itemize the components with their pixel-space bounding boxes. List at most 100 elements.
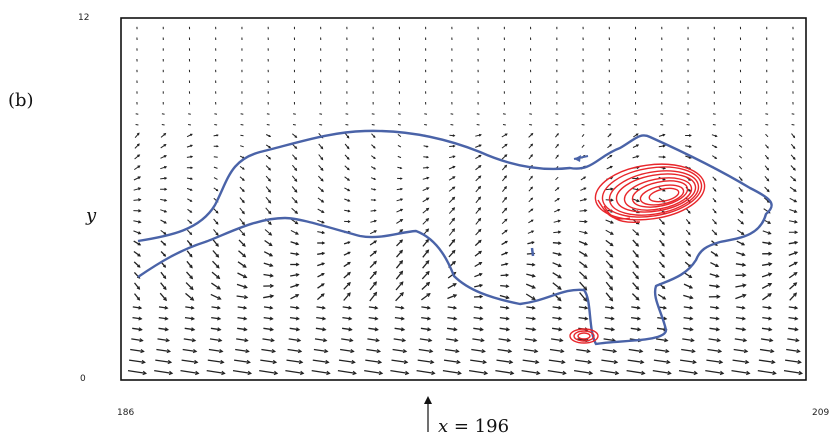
velocity-arrowhead: [504, 175, 507, 179]
velocity-arrow: [133, 293, 141, 301]
velocity-arrowhead: [189, 243, 193, 247]
velocity-arrowhead: [558, 305, 563, 310]
velocity-arrow: [522, 359, 539, 364]
velocity-arrowhead: [373, 291, 378, 297]
velocity-arrowhead: [270, 338, 275, 343]
velocity-arrow: [316, 306, 325, 309]
velocity-arrowhead: [189, 210, 193, 213]
velocity-arrowhead: [190, 327, 196, 332]
velocity-arrowhead: [295, 252, 300, 256]
velocity-arrowhead: [193, 359, 199, 365]
velocity-arrow: [448, 197, 455, 203]
velocity-arrowhead: [295, 241, 300, 246]
velocity-arrow: [757, 369, 776, 375]
velocity-arrow: [133, 240, 141, 246]
velocity-arrow: [552, 242, 561, 244]
velocity-arrowhead: [320, 146, 324, 150]
velocity-arrow: [133, 176, 141, 181]
velocity-arrow: [343, 292, 351, 301]
velocity-arrowhead: [373, 167, 377, 170]
velocity-arrowhead: [504, 207, 508, 211]
velocity-arrowhead: [373, 260, 377, 265]
velocity-arrowhead: [557, 285, 562, 290]
velocity-arrowhead: [138, 209, 142, 213]
velocity-arrow: [159, 292, 167, 301]
velocity-arrowhead: [505, 273, 510, 277]
velocity-arrowhead: [191, 338, 197, 343]
velocity-arrowhead: [294, 157, 298, 161]
velocity-arrowhead: [610, 316, 615, 321]
velocity-arrowhead: [243, 295, 249, 300]
velocity-arrowhead: [163, 253, 167, 257]
velocity-arrow: [342, 306, 352, 309]
velocity-arrowhead: [373, 135, 376, 139]
velocity-arrow: [160, 271, 167, 279]
velocity-arrowhead: [138, 198, 142, 202]
velocity-arrow: [207, 359, 224, 364]
velocity-arrowhead: [740, 210, 744, 214]
velocity-arrowhead: [399, 270, 404, 275]
velocity-arrowhead: [295, 316, 300, 321]
velocity-arrow: [475, 207, 481, 214]
velocity-arrow: [788, 251, 798, 256]
velocity-arrowhead: [138, 327, 143, 332]
velocity-arrowhead: [189, 264, 193, 269]
velocity-arrowhead: [349, 338, 354, 343]
velocity-arrow: [127, 369, 147, 375]
velocity-arrow: [605, 188, 613, 191]
velocity-arrowhead: [583, 176, 587, 179]
velocity-arrowhead: [137, 253, 141, 257]
velocity-arrow: [442, 369, 461, 375]
velocity-arrow: [391, 359, 408, 364]
velocity-arrow: [605, 219, 614, 224]
velocity-arrow: [160, 282, 167, 290]
velocity-arrowhead: [663, 316, 668, 321]
velocity-arrowhead: [661, 275, 666, 279]
velocity-arrow: [552, 316, 562, 320]
velocity-arrowhead: [190, 144, 193, 148]
velocity-arrow: [630, 327, 641, 331]
velocity-arrowhead: [482, 359, 488, 365]
velocity-arrowhead: [795, 338, 800, 343]
velocity-arrow: [260, 359, 277, 364]
velocity-arrowhead: [689, 327, 694, 332]
velocity-arrow: [761, 263, 772, 266]
velocity-arrowhead: [243, 284, 248, 289]
velocity-arrow: [579, 198, 587, 202]
velocity-arrowhead: [426, 145, 429, 148]
velocity-arrowhead: [612, 349, 618, 354]
velocity-arrowhead: [297, 349, 303, 354]
velocity-arrow: [495, 369, 514, 375]
velocity-arrow: [474, 284, 483, 288]
y-axis-label: y: [85, 205, 97, 226]
velocity-arrowhead: [690, 338, 695, 343]
velocity-arrow: [448, 186, 455, 192]
velocity-arrowhead: [295, 262, 300, 267]
velocity-arrowhead: [740, 189, 743, 192]
velocity-arrow: [632, 229, 639, 236]
velocity-arrowhead: [693, 370, 698, 376]
velocity-arrow: [656, 338, 668, 342]
velocity-arrowhead: [217, 338, 223, 343]
velocity-arrowhead: [244, 338, 249, 343]
velocity-arrow: [448, 176, 455, 181]
velocity-arrowhead: [347, 261, 351, 265]
velocity-arrowhead: [478, 239, 482, 244]
velocity-arrowhead: [794, 230, 799, 235]
velocity-arrowhead: [740, 221, 745, 225]
velocity-arrowhead: [372, 281, 377, 286]
velocity-arrowhead: [792, 167, 796, 171]
velocity-arrow: [607, 124, 611, 126]
velocity-arrow: [367, 338, 379, 342]
velocity-arrow: [521, 369, 540, 375]
velocity-arrowhead: [558, 316, 563, 321]
velocity-arrow: [759, 348, 774, 353]
velocity-arrowhead: [504, 196, 508, 200]
velocity-arrowhead: [536, 370, 541, 376]
velocity-arrowhead: [457, 370, 462, 376]
velocity-arrow: [185, 306, 194, 309]
velocity-arrowhead: [556, 143, 559, 147]
velocity-arrowhead: [635, 232, 640, 236]
velocity-arrow: [632, 239, 639, 247]
